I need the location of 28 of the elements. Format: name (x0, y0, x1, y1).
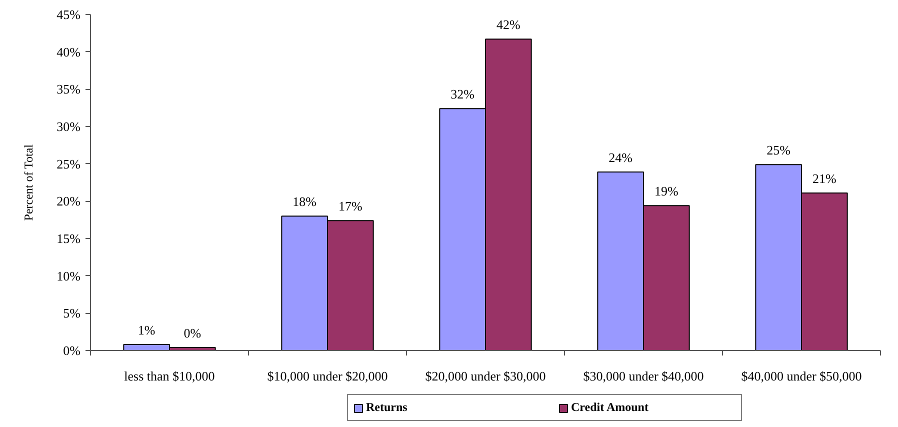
y-tick-label: 10% (56, 268, 81, 284)
y-tick-label: 5% (63, 306, 81, 321)
x-tick-label: $30,000 under $40,000 (583, 368, 704, 384)
data-label: 18% (292, 194, 317, 210)
y-tick-label: 40% (56, 44, 81, 60)
y-tick-label: 45% (56, 7, 81, 22)
x-tick-label: less than $10,000 (124, 368, 215, 384)
y-tick-label: 35% (56, 82, 81, 97)
y-tick-label: 15% (56, 231, 81, 246)
data-label: 32% (450, 86, 475, 102)
y-tick-label: 30% (56, 119, 81, 134)
y-tick-label: 25% (56, 156, 81, 172)
x-tick-label: $40,000 under $50,000 (741, 368, 862, 384)
data-label: 24% (608, 150, 633, 166)
x-tick-label: $10,000 under $20,000 (267, 368, 388, 384)
data-label: 42% (496, 17, 520, 32)
data-label: 0% (184, 326, 202, 341)
data-label: 19% (654, 184, 678, 199)
data-label: 25% (766, 142, 791, 158)
y-tick-label: 20% (56, 194, 81, 209)
data-label: 17% (338, 198, 362, 214)
data-label: 21% (812, 170, 836, 186)
data-label: 1% (138, 322, 156, 338)
y-tick-label: 0% (63, 343, 81, 358)
y-axis-title: Percent of Total (22, 144, 36, 221)
x-tick-label: $20,000 under $30,000 (425, 368, 546, 384)
legend-label: Credit Amount (571, 400, 650, 415)
legend-label: Returns (366, 400, 408, 415)
